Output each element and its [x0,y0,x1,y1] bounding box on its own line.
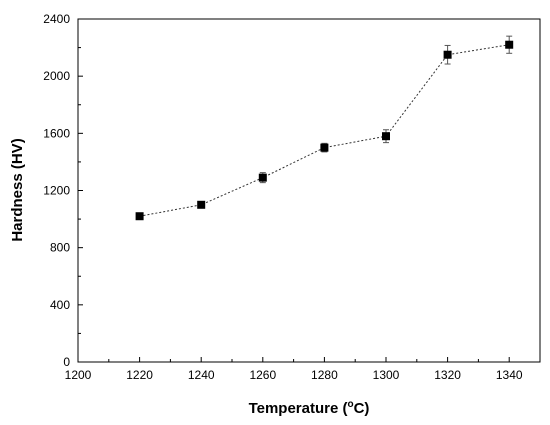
x-tick-label: 1340 [496,368,523,382]
y-axis-title: Hardness (HV) [9,138,26,241]
data-point [382,132,390,141]
x-axis-ticks: 1200 1220 1240 1260 1280 1300 1320 1340 [65,357,523,382]
series-layer [135,35,514,221]
data-point [443,50,452,59]
x-tick-label: 1320 [434,368,461,382]
x-axis-title: Temperature (oC) [249,399,370,417]
x-tick-label: 1300 [373,368,400,382]
data-point [258,173,267,182]
data-point [135,212,144,221]
x-tick-label: 1280 [311,368,338,382]
y-axis-ticks: 0 400 800 1200 1600 2000 2400 [43,12,83,369]
y-tick-label: 400 [50,298,70,312]
data-point [197,200,206,209]
x-tick-label: 1260 [249,368,276,382]
y-tick-label: 1600 [43,126,70,140]
y-tick-label: 800 [50,241,70,255]
x-tick-label: 1220 [126,368,153,382]
y-tick-label: 2400 [43,12,70,26]
plot-frame [77,18,541,363]
data-point [505,40,514,49]
data-point [320,143,329,152]
x-tick-label: 1240 [188,368,215,382]
y-tick-label: 2000 [43,69,70,83]
x-tick-label: 1200 [65,368,92,382]
x-axis-title-main: Temperature ( [249,400,348,417]
series-line [139,44,510,217]
y-tick-label: 0 [63,355,70,369]
x-axis-title-unit: C) [354,400,370,417]
y-tick-label: 1200 [43,184,70,198]
x-axis-title-degree: o [347,399,353,410]
